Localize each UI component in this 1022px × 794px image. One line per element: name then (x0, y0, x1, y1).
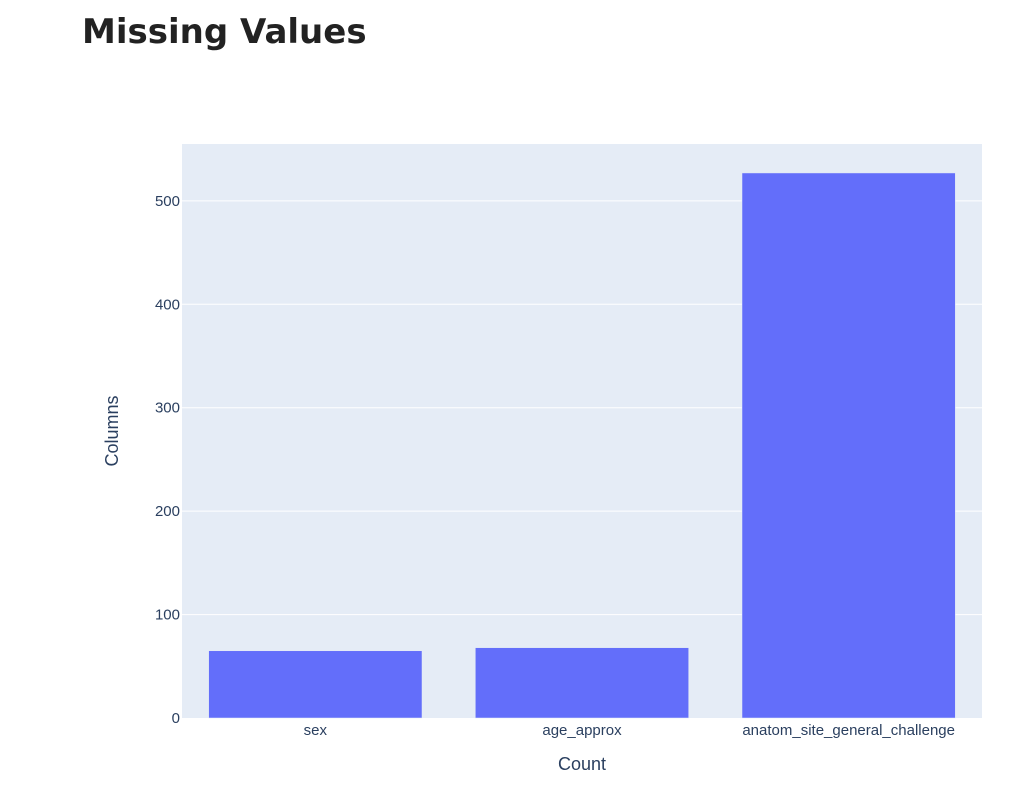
y-tick-label: 100 (155, 607, 180, 624)
x-tick-labels: sex age_approx anatom_site_general_challen… (304, 722, 955, 739)
y-tick-label: 200 (155, 503, 180, 520)
x-axis-title: Count (558, 754, 606, 774)
y-tick-label: 400 (155, 296, 180, 313)
x-tick-label: anatom_site_general_challenge (742, 722, 955, 739)
y-axis-title: Columns (102, 395, 122, 466)
y-tick-label: 0 (172, 710, 180, 727)
y-tick-label: 500 (155, 193, 180, 210)
y-tick-label: 300 (155, 400, 180, 417)
bar-anatom-site-general-challenge[interactable] (741, 172, 956, 719)
bars (208, 172, 956, 719)
bar-age-approx[interactable] (475, 647, 689, 719)
x-tick-label: sex (304, 722, 328, 739)
bar-sex[interactable] (208, 650, 423, 719)
x-tick-label: age_approx (542, 722, 622, 739)
chart-title: Missing Values (82, 12, 367, 52)
y-tick-labels: 0 100 200 300 400 500 (155, 193, 180, 727)
